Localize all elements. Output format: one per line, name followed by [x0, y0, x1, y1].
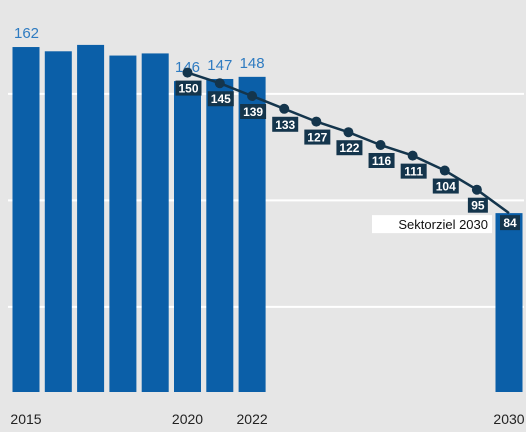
target-point-2021: [214, 78, 225, 89]
bar-2020: [174, 81, 201, 392]
annotation-sektorziel: Sektorziel 2030: [398, 217, 488, 232]
bar-2015: [12, 47, 40, 393]
target-label-2024: 127: [307, 131, 327, 145]
target-label-2028: 104: [436, 180, 456, 194]
x-tick-2015: 2015: [10, 411, 41, 427]
target-label-box-2028: [432, 178, 459, 194]
target-label-2030: 84: [503, 216, 517, 230]
target-label-box-2024: [304, 129, 331, 145]
target-point-2020: [182, 67, 193, 78]
bar-label-2021: 147: [207, 57, 232, 74]
target-point-2024: [311, 116, 322, 127]
target-label-2022: 139: [243, 105, 263, 119]
target-label-2020: 150: [178, 82, 198, 96]
target-point-2028: [439, 165, 450, 176]
target-point-2027: [407, 150, 418, 161]
bar-2017: [77, 44, 105, 392]
target-label-box-2030: [500, 215, 520, 231]
target-label-box-2022: [240, 104, 267, 120]
target-label-2027: 111: [404, 165, 423, 179]
target-label-box-2025: [336, 140, 363, 156]
target-point-2022: [247, 91, 258, 102]
bar-2030: [495, 213, 523, 392]
target-label-2025: 122: [339, 141, 359, 155]
target-label-box-2029: [467, 197, 488, 213]
x-tick-2030: 2030: [493, 411, 524, 427]
target-point-2025: [343, 127, 354, 138]
bar-2021: [206, 78, 234, 392]
target-label-box-2021: [207, 91, 234, 107]
x-tick-2020: 2020: [172, 411, 203, 427]
bar-label-2015: 162: [14, 25, 39, 42]
target-label-2023: 133: [275, 118, 295, 132]
bar-2016: [44, 51, 72, 392]
target-label-2026: 116: [372, 154, 392, 168]
target-label-2029: 95: [471, 199, 485, 213]
bar-label-2022: 148: [240, 55, 265, 72]
target-label-box-2020: [175, 80, 202, 96]
bar-2022: [238, 76, 266, 393]
target-point-2029: [471, 184, 482, 195]
bar-2019: [141, 53, 169, 393]
target-point-2026: [375, 139, 386, 150]
x-tick-2022: 2022: [237, 411, 268, 427]
target-label-box-2023: [272, 116, 299, 132]
target-point-2023: [279, 103, 290, 114]
annotation-box: [372, 215, 492, 234]
target-label-box-2026: [368, 152, 395, 168]
target-label-box-2027: [400, 163, 427, 179]
target-label-2021: 145: [211, 92, 231, 106]
bar-2018: [109, 55, 137, 392]
